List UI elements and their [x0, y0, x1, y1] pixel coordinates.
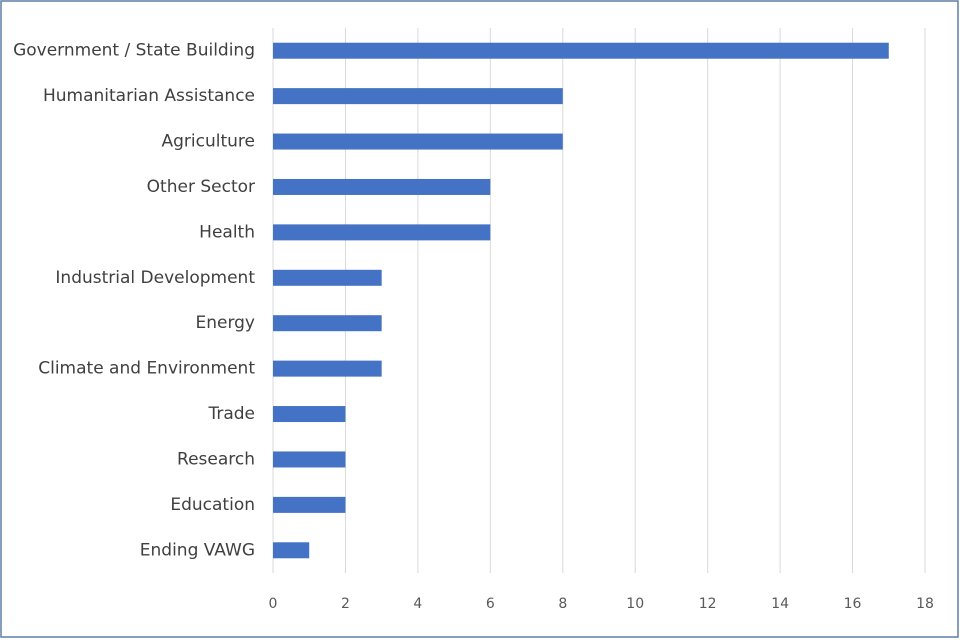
- y-tick-label: Health: [199, 222, 255, 242]
- bar: [273, 224, 491, 241]
- x-tick-label: 18: [916, 596, 934, 612]
- bar: [273, 496, 346, 513]
- y-tick-label: Industrial Development: [55, 268, 255, 288]
- y-tick-label: Agriculture: [162, 132, 256, 152]
- bar: [273, 406, 346, 423]
- x-tick-label: 4: [413, 596, 422, 612]
- x-tick-label: 2: [341, 596, 350, 612]
- bar: [273, 42, 889, 59]
- y-tick-label: Energy: [195, 313, 255, 333]
- x-tick-label: 14: [771, 596, 789, 612]
- y-tick-label: Other Sector: [147, 177, 255, 197]
- x-tick-label: 12: [699, 596, 717, 612]
- bar: [273, 360, 382, 377]
- bar: [273, 178, 491, 195]
- bar: [273, 269, 382, 286]
- x-tick-label: 16: [844, 596, 862, 612]
- y-tick-label: Education: [170, 495, 255, 515]
- y-tick-label: Government / State Building: [13, 41, 255, 61]
- x-tick-label: 10: [626, 596, 644, 612]
- x-tick-label: 6: [486, 596, 495, 612]
- bar: [273, 542, 310, 559]
- x-tick-label: 0: [269, 596, 278, 612]
- bar: [273, 88, 563, 105]
- y-tick-label: Research: [177, 449, 255, 469]
- x-tick-label: 8: [558, 596, 567, 612]
- bar: [273, 451, 346, 468]
- bar: [273, 315, 382, 332]
- bar: [273, 133, 563, 150]
- y-tick-label: Humanitarian Assistance: [43, 86, 255, 106]
- y-tick-label: Trade: [207, 404, 255, 424]
- y-tick-label: Climate and Environment: [38, 359, 255, 379]
- y-tick-label: Ending VAWG: [140, 540, 255, 560]
